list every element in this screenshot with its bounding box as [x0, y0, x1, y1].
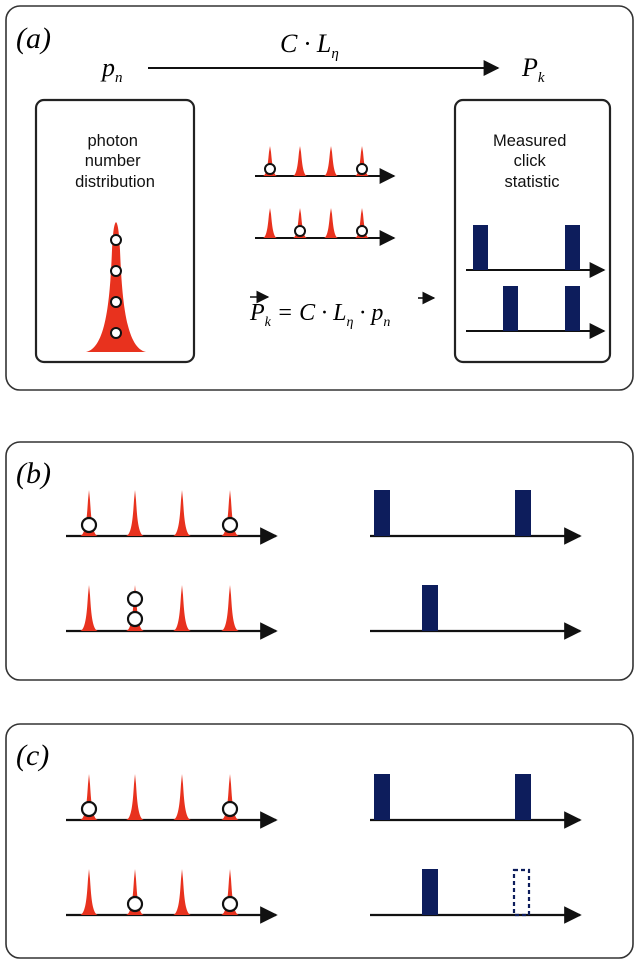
click-bar [422, 585, 438, 631]
pulse [126, 774, 144, 820]
photon-circle [126, 590, 144, 608]
pulse [221, 490, 239, 536]
pulse [221, 585, 239, 631]
small-pulse-train-2 [255, 208, 396, 246]
photon-distribution-box [34, 98, 196, 364]
pulse [293, 146, 307, 176]
photon-circle [126, 895, 144, 913]
click-bar [565, 225, 580, 270]
pulse [355, 208, 369, 238]
click-train-c1 [370, 774, 582, 829]
pulse [355, 146, 369, 176]
pulse [126, 869, 144, 915]
pulse [126, 490, 144, 536]
photon-circle [221, 800, 239, 818]
equation: Pk = C · Lη · pn [249, 290, 436, 330]
pulse [173, 490, 191, 536]
p-n-label: pn [100, 53, 123, 86]
click-bar [515, 774, 531, 820]
click-bar [565, 286, 580, 331]
pulse [80, 869, 98, 915]
small-pulse-train-1 [255, 146, 396, 184]
click-bar [374, 490, 390, 536]
P-k-label: Pk [521, 53, 545, 86]
pulse [80, 490, 98, 536]
photon-circle [356, 163, 368, 175]
photon-circle [110, 265, 122, 277]
click-bar [422, 869, 438, 915]
panel-a-label: (a) [16, 22, 51, 55]
pulse-train-b1 [66, 490, 278, 545]
panel-c-frame [5, 723, 634, 959]
photon-circle [294, 225, 306, 237]
photon-circle [356, 225, 368, 237]
click-train-c2 [370, 868, 582, 924]
pulse [80, 774, 98, 820]
pulse [173, 585, 191, 631]
pulse-train-c2 [66, 869, 278, 924]
click-train-b1 [370, 490, 582, 545]
photon-circle [126, 610, 144, 628]
svg-text:Pk = C · Lη · pn: Pk = C · Lη · pn [249, 300, 390, 330]
click-bar [503, 286, 518, 331]
photon-circle [221, 516, 239, 534]
pulse [263, 208, 277, 238]
missed-click-bar [512, 868, 531, 917]
pulse [324, 146, 338, 176]
panel-a: (a) pn C · Lη Pk photon number distribut… [5, 5, 634, 391]
pulse-train-b2 [66, 585, 278, 640]
pulse [263, 146, 277, 176]
panel-c: (c) [5, 723, 634, 959]
photon-circle [80, 800, 98, 818]
click-train-a2 [466, 286, 606, 339]
click-bar [515, 490, 531, 536]
photon-circle [110, 327, 122, 339]
pulse [293, 208, 307, 238]
click-bar [473, 225, 488, 270]
pulse [173, 869, 191, 915]
panel-b: (b) [5, 441, 634, 681]
pulse-train-c1 [66, 774, 278, 829]
photon-distribution-title: photon number distribution [75, 132, 155, 191]
click-statistic-box [453, 98, 612, 364]
pulse [80, 585, 98, 631]
photon-circle [110, 234, 122, 246]
big-distribution-peak [86, 222, 146, 352]
panel-b-label: (b) [16, 457, 51, 490]
pulse [221, 774, 239, 820]
operator-label: C · Lη [280, 29, 339, 62]
click-statistic-title: Measured click statistic [493, 132, 571, 191]
panel-a-frame [5, 5, 634, 391]
click-train-b2 [370, 585, 582, 640]
pulse [173, 774, 191, 820]
panel-c-label: (c) [16, 739, 49, 772]
pulse [324, 208, 338, 238]
click-train-a1 [466, 225, 606, 278]
photon-circle [264, 163, 276, 175]
pulse [221, 869, 239, 915]
photon-circle [221, 895, 239, 913]
photon-circle [80, 516, 98, 534]
click-bar [374, 774, 390, 820]
pulse [126, 585, 144, 631]
panel-b-frame [5, 441, 634, 681]
photon-circle [110, 296, 122, 308]
